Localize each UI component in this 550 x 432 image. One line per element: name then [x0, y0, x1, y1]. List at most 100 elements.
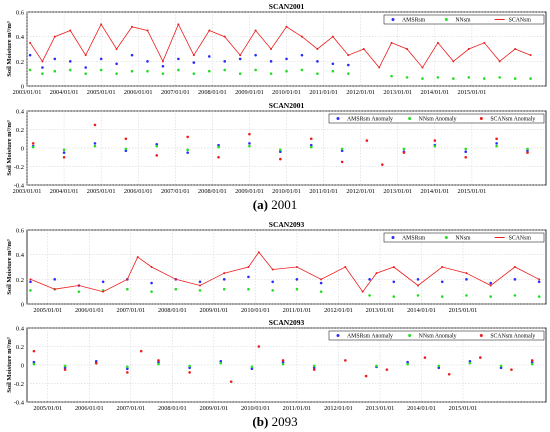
x-tick-label: 2008/01/01 — [198, 188, 227, 195]
data-point-NNsm — [319, 290, 323, 293]
data-point-SCANsm — [150, 266, 153, 268]
data-point-NNsm Anomaly — [155, 144, 159, 148]
data-point-SCANsm — [300, 35, 303, 38]
data-point-AMSRsm — [513, 278, 517, 281]
y-tick-label: 0.4 — [16, 252, 25, 259]
x-tick-label: 2014/01/01 — [420, 188, 449, 195]
data-point-SCANsm Anomaly — [344, 359, 347, 362]
x-tick-label: 2007/01/01 — [161, 89, 190, 96]
x-tick-label: 2010/01/01 — [241, 307, 270, 314]
data-point-SCANsm — [529, 54, 532, 57]
data-point-NNsm — [537, 295, 541, 298]
data-point-AMSRsm — [222, 278, 226, 281]
data-point-SCANsm — [41, 60, 44, 63]
data-point-NNsm — [331, 69, 335, 73]
data-point-NNsm — [300, 68, 304, 72]
data-point-SCANsm — [375, 272, 378, 275]
data-point-AMSRsm — [53, 57, 57, 61]
x-tick-label: 2007/01/01 — [116, 405, 145, 412]
data-point-NNsm — [295, 287, 299, 291]
data-point-NNsm — [84, 72, 88, 75]
chart-title: SCAN2093 — [269, 318, 305, 327]
legend-marker — [391, 18, 395, 21]
data-point-SCANsm Anomaly — [340, 160, 344, 164]
data-point-NNsm Anomaly — [250, 365, 254, 369]
data-point-AMSRsm Anomaly — [464, 150, 468, 153]
data-point-SCANsm Anomaly — [495, 137, 498, 141]
data-point-SCANsm — [331, 35, 334, 38]
data-point-AMSRsm — [416, 278, 420, 281]
data-point-AMSRsm Anomaly — [126, 367, 129, 371]
y-tick-label: 0.4 — [16, 109, 25, 116]
data-point-AMSRsm Anomaly — [281, 360, 285, 364]
data-point-AMSRsm Anomaly — [309, 143, 313, 147]
data-point-SCANsm — [239, 54, 242, 57]
data-point-NNsm — [161, 72, 165, 75]
x-tick-label: 2009/01/01 — [200, 405, 229, 412]
data-point-SCANsm Anomaly — [433, 139, 437, 142]
y-tick-label: 0.6 — [16, 228, 25, 235]
x-tick-label: 2004/01/01 — [50, 89, 79, 96]
data-point-NNsm — [405, 76, 409, 79]
legend-marker — [479, 334, 483, 337]
y-tick-label: 0.2 — [16, 344, 24, 351]
chart-panel-2: 0 0.2 0.4 0.6 2005/01/01 2006/01/01 2007/01/01… — [6, 220, 547, 314]
data-point-AMSRsm Anomaly — [124, 149, 128, 153]
x-tick-label: 2006/01/01 — [75, 307, 104, 314]
x-tick-label: 2008/01/01 — [198, 89, 227, 96]
data-point-AMSRsm Anomaly — [155, 143, 159, 146]
data-point-SCANsm — [285, 25, 288, 28]
data-point-AMSRsm — [84, 66, 88, 69]
data-point-AMSRsm Anomaly — [94, 360, 98, 363]
x-tick-label: 2013/01/01 — [383, 89, 412, 96]
x-tick-label: 2015/01/01 — [458, 188, 487, 195]
data-point-NNsm — [126, 287, 129, 291]
caption-b: (b) 2093 — [0, 414, 550, 430]
data-point-SCANsm — [53, 288, 56, 291]
data-point-AMSRsm Anomaly — [93, 142, 97, 145]
data-point-SCANsm Anomaly — [126, 371, 129, 374]
data-point-SCANsm — [538, 278, 541, 281]
data-point-SCANsm Anomaly — [312, 368, 316, 371]
data-point-AMSRsm — [177, 57, 180, 61]
legend-marker — [408, 117, 412, 120]
data-point-AMSRsm Anomaly — [406, 360, 409, 364]
data-point-AMSRsm — [161, 64, 165, 68]
data-point-NNsm Anomaly — [281, 362, 285, 366]
data-point-AMSRsm — [392, 280, 396, 284]
series-line-SCANsm — [29, 23, 531, 69]
chart-panel-0: 0 0.2 0.4 0.6 2003/01/01 2004/01/01 2005/01/01… — [6, 2, 547, 96]
data-point-AMSRsm Anomaly — [63, 366, 67, 370]
data-point-AMSRsm — [130, 53, 134, 57]
y-tick-label: 0.2 — [16, 59, 24, 66]
data-point-NNsm — [436, 76, 440, 79]
legend-label: NNsm Anomaly — [419, 117, 457, 123]
data-point-NNsm Anomaly — [433, 144, 437, 148]
x-tick-label: 2012/01/01 — [324, 307, 353, 314]
data-point-NNsm Anomaly — [340, 147, 344, 151]
data-point-SCANsm — [254, 29, 257, 32]
legend-box — [383, 14, 545, 25]
y-tick-label: -0.2 — [14, 381, 24, 388]
data-point-SCANsm Anomaly — [139, 349, 143, 353]
data-point-SCANsm — [29, 41, 32, 44]
data-point-AMSRsm — [146, 60, 149, 63]
data-point-SCANsm Anomaly — [94, 361, 98, 365]
y-tick-label: 0.4 — [16, 34, 25, 41]
legend-box — [383, 232, 545, 243]
data-point-NNsm Anomaly — [126, 365, 129, 369]
data-point-AMSRsm — [295, 278, 299, 281]
data-point-AMSRsm — [207, 55, 211, 58]
data-point-SCANsm Anomaly — [248, 132, 251, 136]
data-point-SCANsm — [199, 284, 202, 287]
y-tick-label: 0.6 — [16, 10, 25, 17]
data-point-AMSRsm — [300, 53, 304, 57]
data-point-SCANsm — [208, 29, 211, 32]
data-point-SCANsm — [362, 48, 365, 50]
data-point-AMSRsm Anomaly — [62, 151, 66, 154]
data-point-SCANsm Anomaly — [257, 345, 261, 348]
x-tick-label: 2014/01/01 — [407, 405, 436, 412]
data-point-SCANsm Anomaly — [31, 142, 35, 145]
data-point-SCANsm — [223, 35, 226, 38]
data-point-AMSRsm Anomaly — [186, 151, 189, 154]
